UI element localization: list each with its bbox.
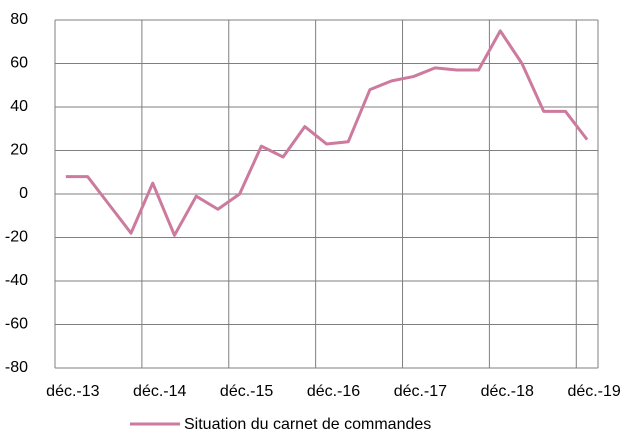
- y-tick-label: 80: [10, 11, 28, 28]
- x-tick-label: déc.-19: [567, 383, 620, 400]
- legend-label: Situation du carnet de commandes: [184, 416, 431, 433]
- x-tick-label: déc.-13: [46, 383, 99, 400]
- x-tick-label: déc.-15: [220, 383, 273, 400]
- x-tick-label: déc.-17: [394, 383, 447, 400]
- y-tick-label: 40: [10, 98, 28, 115]
- y-tick-label: -80: [5, 359, 28, 376]
- y-tick-label: -60: [5, 316, 28, 333]
- y-tick-label: 60: [10, 55, 28, 72]
- y-tick-label: 0: [19, 185, 28, 202]
- y-tick-label: -20: [5, 229, 28, 246]
- x-tick-label: déc.-16: [307, 383, 360, 400]
- x-tick-label: déc.-18: [481, 383, 534, 400]
- y-tick-label: -40: [5, 272, 28, 289]
- line: [65, 29, 589, 237]
- x-tick-label: déc.-14: [133, 383, 186, 400]
- y-tick-label: 20: [10, 142, 28, 159]
